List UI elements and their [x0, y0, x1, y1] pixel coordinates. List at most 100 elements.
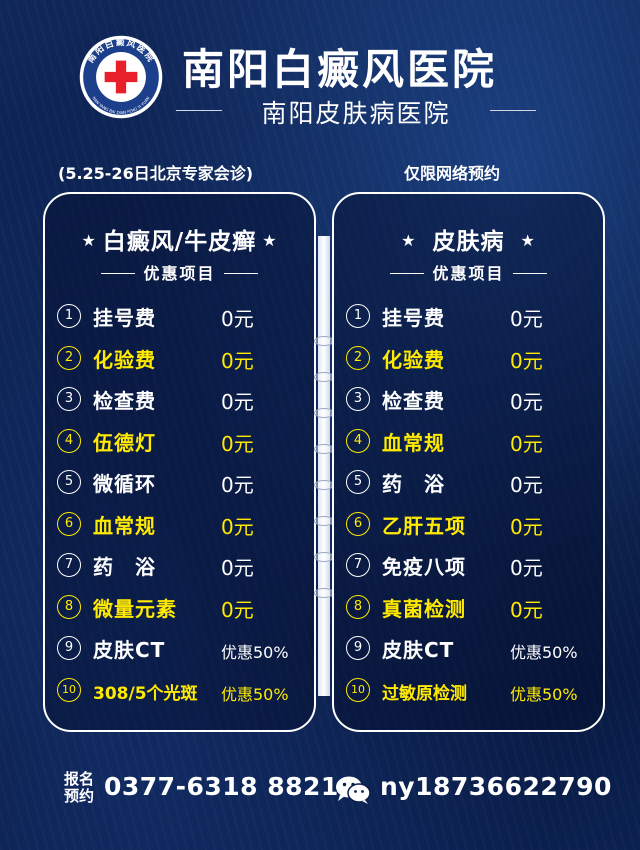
connector-ring	[314, 408, 334, 418]
subtitle-block: 南阳皮肤病医院	[176, 94, 536, 128]
item-number-badge: 1	[57, 304, 81, 328]
item-number-badge: 9	[346, 636, 370, 660]
panel-title: ★ 白癜风/牛皮癣 ★	[45, 222, 314, 256]
item-price: 0元	[510, 390, 543, 414]
item-number-badge: 10	[57, 677, 81, 702]
item-price: 0元	[510, 431, 543, 456]
item-price: 0元	[510, 597, 543, 622]
item-price: 0元	[221, 431, 254, 456]
item-name: 308/5个光斑	[93, 683, 198, 704]
online-booking-note: 仅限网络预约	[404, 164, 501, 183]
divider	[390, 273, 425, 274]
item-price: 0元	[221, 473, 254, 497]
item-name: 微量元素	[93, 596, 177, 621]
offer-row: 6 血常规 0元	[45, 506, 314, 548]
item-price: 0元	[221, 307, 254, 331]
item-price: 0元	[510, 473, 543, 497]
offer-row: 10 308/5个光斑 优惠50%	[45, 672, 314, 714]
skin-disease-offer-panel: ★ 皮肤病 ★ 优惠项目 1 挂号费 0元 2 化验费 0元 3 检查费 0元 4 血常规 0元 5 药 浴 0…	[332, 192, 605, 732]
panel-title-text: 白癜风/牛皮癣	[102, 229, 257, 255]
connector-ring	[314, 372, 334, 382]
item-price: 0元	[510, 514, 543, 539]
panel-title-text: 皮肤病	[432, 229, 505, 255]
item-number-badge: 8	[346, 594, 370, 619]
offer-row: 9 皮肤CT 优惠50%	[334, 630, 603, 672]
connector-ring	[314, 336, 334, 346]
offer-row: 4 血常规 0元	[334, 423, 603, 465]
item-name: 药 浴	[93, 555, 156, 579]
divider	[101, 273, 136, 274]
expert-consultation-note: (5.25-26日北京专家会诊)	[58, 164, 254, 183]
item-price: 0元	[510, 307, 543, 331]
offer-list: 1 挂号费 0元 2 化验费 0元 3 检查费 0元 4 伍德灯 0元 5 微循环 0元 6 血常规 0元 7 药 浴…	[45, 298, 314, 713]
item-name: 检查费	[382, 389, 445, 413]
star-icon: ★	[520, 231, 536, 250]
item-price: 0元	[510, 348, 543, 373]
offer-row: 10 过敏原检测 优惠50%	[334, 672, 603, 714]
item-price: 0元	[221, 390, 254, 414]
connector-ring	[314, 588, 334, 598]
item-name: 乙肝五项	[382, 513, 466, 538]
offer-row: 3 检查费 0元	[45, 381, 314, 423]
item-name: 伍德灯	[93, 430, 156, 455]
panel-title: ★ 皮肤病 ★	[334, 222, 603, 256]
item-number-badge: 4	[57, 428, 81, 453]
offer-row: 1 挂号费 0元	[334, 298, 603, 340]
connector-ring	[314, 444, 334, 454]
item-price: 优惠50%	[510, 684, 578, 704]
item-name: 化验费	[93, 347, 156, 372]
item-name: 检查费	[93, 389, 156, 413]
connector-ring	[314, 552, 334, 562]
offer-list: 1 挂号费 0元 2 化验费 0元 3 检查费 0元 4 血常规 0元 5 药 浴 0元 6 乙肝五项 0元 7 免疫…	[334, 298, 603, 713]
offer-row: 7 免疫八项 0元	[334, 547, 603, 589]
booking-label: 报名 预约	[64, 771, 94, 805]
item-number-badge: 4	[346, 428, 370, 453]
offer-row: 7 药 浴 0元	[45, 547, 314, 589]
item-number-badge: 3	[346, 387, 370, 411]
item-name: 挂号费	[93, 306, 156, 330]
vitiligo-offer-panel: ★ 白癜风/牛皮癣 ★ 优惠项目 1 挂号费 0元 2 化验费 0元 3 检查费 0元 4 伍德灯 0元 5…	[43, 192, 316, 732]
subtitle-line-right	[490, 110, 536, 111]
panel-subtitle-text: 优惠项目	[432, 264, 505, 283]
panel-subtitle-text: 优惠项目	[143, 264, 216, 283]
offer-row: 2 化验费 0元	[334, 340, 603, 382]
offer-row: 1 挂号费 0元	[45, 298, 314, 340]
star-icon: ★	[262, 231, 278, 250]
wechat-id[interactable]: ny18736622790	[380, 772, 612, 801]
item-price: 优惠50%	[510, 643, 578, 662]
connector-bar	[318, 236, 330, 696]
item-number-badge: 10	[346, 677, 370, 702]
panel-subtitle: 优惠项目	[334, 260, 603, 284]
item-price: 0元	[221, 597, 254, 622]
item-number-badge: 3	[57, 387, 81, 411]
item-price: 0元	[221, 514, 254, 539]
item-number-badge: 7	[346, 553, 370, 577]
star-icon: ★	[81, 231, 97, 250]
item-price: 优惠50%	[221, 643, 289, 662]
phone-number[interactable]: 0377-6318 8821	[104, 772, 339, 801]
item-name: 微循环	[93, 472, 156, 496]
item-name: 药 浴	[382, 472, 445, 496]
offer-row: 8 微量元素 0元	[45, 589, 314, 631]
item-name: 血常规	[382, 430, 445, 455]
item-name: 皮肤CT	[93, 638, 166, 662]
offer-row: 5 微循环 0元	[45, 464, 314, 506]
item-name: 挂号费	[382, 306, 445, 330]
item-number-badge: 5	[57, 470, 81, 494]
item-name: 皮肤CT	[382, 638, 455, 662]
item-price: 0元	[221, 348, 254, 373]
offer-row: 9 皮肤CT 优惠50%	[45, 630, 314, 672]
hospital-logo: 南阳白癜风医院 NAN YANG BAI DIAN FENG YI YUAN	[79, 35, 163, 119]
item-number-badge: 2	[57, 345, 81, 370]
connector-ring	[314, 516, 334, 526]
offer-row: 6 乙肝五项 0元	[334, 506, 603, 548]
connector-ring	[314, 480, 334, 490]
hospital-title: 南阳白癜风医院	[182, 45, 498, 94]
booking-label-bottom: 预约	[64, 787, 95, 805]
item-price: 优惠50%	[221, 684, 289, 704]
offer-row: 2 化验费 0元	[45, 340, 314, 382]
item-number-badge: 2	[346, 345, 370, 370]
item-name: 血常规	[93, 513, 156, 538]
item-number-badge: 6	[57, 511, 81, 536]
